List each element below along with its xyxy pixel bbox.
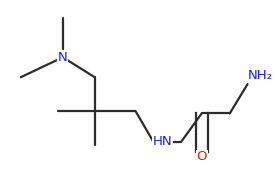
Text: HN: HN <box>152 135 172 148</box>
Text: N: N <box>58 51 68 64</box>
Text: O: O <box>197 150 207 163</box>
Text: NH₂: NH₂ <box>248 69 273 82</box>
